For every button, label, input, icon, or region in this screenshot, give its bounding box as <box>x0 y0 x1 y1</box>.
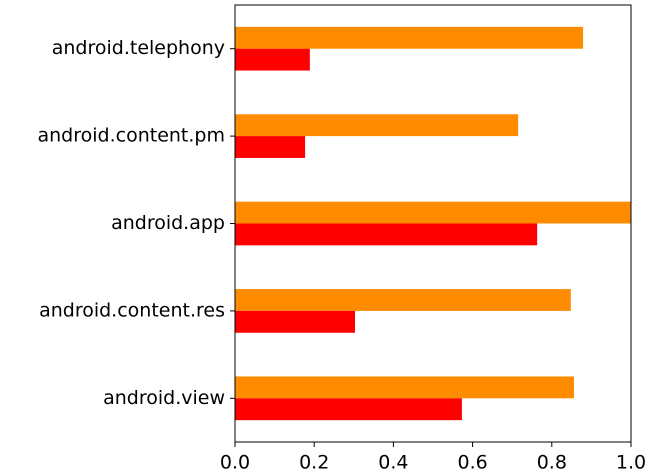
x-tick-label: 0.2 <box>299 452 329 473</box>
bar <box>235 26 584 49</box>
bar <box>235 310 355 333</box>
x-tick-label: 0.0 <box>220 452 250 473</box>
y-tick-label: android.content.pm <box>38 125 226 147</box>
plot-frame <box>234 4 632 443</box>
x-tick-label: 0.6 <box>457 452 487 473</box>
bar <box>235 114 519 137</box>
x-tick-label: 0.8 <box>537 452 567 473</box>
bar <box>235 289 571 311</box>
y-tick-label: android.telephony <box>52 37 225 59</box>
bar <box>235 223 538 246</box>
bar <box>235 48 310 71</box>
x-tick-label: 1.0 <box>616 452 646 473</box>
x-tick-label: 0.4 <box>378 452 408 473</box>
bar <box>235 376 574 399</box>
bar <box>235 398 462 421</box>
y-tick-label: android.app <box>111 212 225 234</box>
y-tick-label: android.view <box>103 387 225 409</box>
bar <box>235 201 631 224</box>
y-tick-label: android.content.res <box>39 299 225 321</box>
bar <box>235 136 306 158</box>
